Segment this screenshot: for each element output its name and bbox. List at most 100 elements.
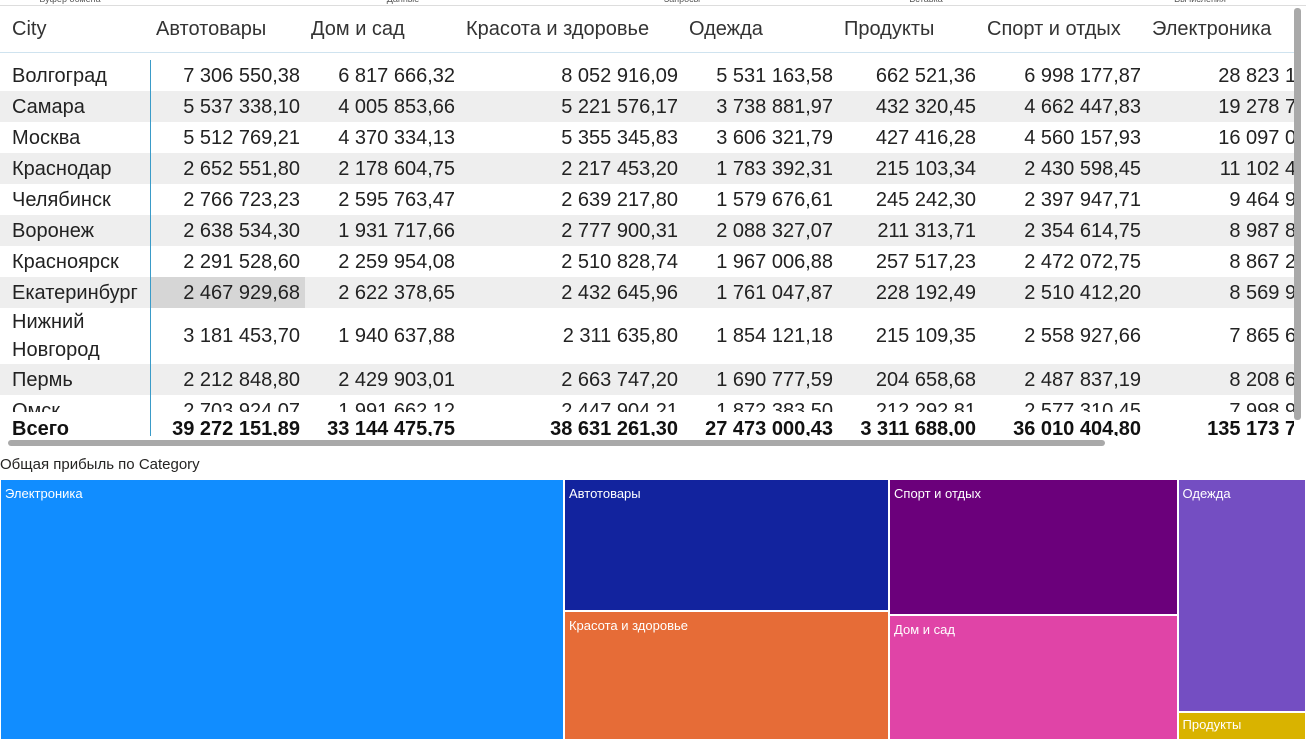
cell: 2 432 645,96 [460,277,683,308]
cell: 5 221 576,17 [460,91,683,122]
column-header[interactable]: Дом и сад [311,17,405,40]
cell: 1 967 006,88 [716,250,833,273]
row-header: Екатеринбург [0,277,150,308]
ribbon-group-label: Данные [387,0,420,4]
cell: 2 178 604,75 [305,153,460,184]
total-cell: 33 144 475,75 [327,417,455,437]
treemap-title: Общая прибыль по Category [0,456,200,473]
treemap-tile[interactable]: Продукты [1177,711,1306,740]
treemap-tile[interactable]: Спорт и отдых [889,479,1178,615]
ribbon-group-label: Вычисления [1174,0,1226,4]
total-cell: 38 631 261,30 [550,417,678,437]
cell: 16 097 068,0 [1218,126,1294,149]
cell: 1 783 392,31 [683,153,838,184]
column-header[interactable]: Спорт и отдых [987,17,1121,40]
cell: 9 464 941,7 [1229,188,1294,211]
ribbon-group-label: Вставка [909,0,942,4]
cell: 662 521,36 [875,64,976,87]
matrix-row: Волгоград 7 306 550,38 6 817 666,32 8 052 9… [0,60,1294,91]
tile-label: Красота и здоровье [568,617,688,633]
total-cell: 39 272 151,89 [149,412,305,436]
column-header[interactable]: Автотовары [156,17,267,40]
cell: 2 430 598,45 [981,153,1146,184]
treemap-tile[interactable]: Красота и здоровье [563,610,890,740]
total-cell: 3 311 688,00 [860,417,976,437]
tile-label: Спорт и отдых [894,486,981,501]
cell: 2 777 900,31 [460,215,683,246]
cell: 2 639 217,80 [561,188,678,211]
cell: 2 703 924,07 [149,395,305,412]
vertical-scrollbar[interactable] [1294,8,1301,420]
tile-label: Продукты [1182,716,1242,732]
cell: 2 577 310,45 [1024,399,1141,413]
matrix-row: Краснодар 2 652 551,80 2 178 604,75 2 217 4… [0,153,1294,184]
ribbon-group-label: Запросы [664,0,700,4]
total-cell: 36 010 404,80 [1013,417,1141,437]
column-header[interactable]: Электроника [1152,17,1272,40]
cell: 8 052 916,09 [561,64,678,87]
cell: 2 510 412,20 [981,277,1146,308]
cell: 2 766 723,23 [149,184,305,215]
cell: 2 397 947,71 [1024,188,1141,211]
cell: 2 311 635,80 [562,325,678,347]
column-header[interactable]: Одежда [689,17,763,40]
cell: 215 109,35 [875,325,976,347]
cell: 5 531 163,58 [716,64,833,87]
cell: 1 761 047,87 [683,277,838,308]
treemap: Электроника Автотовары Красота и здоровье С… [0,479,1306,740]
cell: 2 472 072,75 [1024,250,1141,273]
row-header: Омск [12,399,61,413]
cell: 204 658,68 [838,364,981,395]
horizontal-scrollbar[interactable] [8,440,1105,446]
row-header: Краснодар [0,153,150,184]
cell: 2 217 453,20 [460,153,683,184]
cell: 215 103,34 [838,153,981,184]
matrix-row: Челябинск 2 766 723,23 2 595 763,47 2 639 2… [0,184,1294,215]
cell: 4 662 447,83 [981,91,1146,122]
cell: 2 212 848,80 [149,364,305,395]
cell: 6 998 177,87 [1024,64,1141,87]
cell: 2 429 903,01 [305,364,460,395]
column-header[interactable]: City [12,17,47,40]
cell: 1 991 662,12 [338,399,455,413]
cell: 2 291 528,60 [149,246,305,277]
row-header: Москва [12,126,81,149]
tile-label: Электроника [5,486,83,501]
cell: 2 638 534,30 [149,215,305,246]
treemap-tile[interactable]: Электроника [0,479,564,740]
cell: 19 278 726,5 [1146,91,1294,122]
cell: 11 102 416,1 [1146,153,1294,184]
cell: 4 370 334,13 [338,126,455,149]
column-header[interactable]: Красота и здоровье [466,17,650,40]
cell: 8 867 234,6 [1229,250,1294,273]
total-cell: 27 473 000,43 [705,417,833,437]
cell: 2 663 747,20 [460,364,683,395]
cell: 432 320,45 [838,91,981,122]
treemap-tile[interactable]: Дом и сад [889,614,1178,740]
cell: 3 181 453,70 [149,308,305,364]
cell: 2 467 929,68 [149,277,305,308]
cell: 2 259 954,08 [338,250,455,273]
matrix-totals: Всего 39 272 151,89 33 144 475,75 38 631 26… [0,412,1294,436]
matrix: City Автотовары Дом и сад Красота и здоровь… [0,6,1294,436]
matrix-row: Москва 5 512 769,21 4 370 334,13 5 355 345,… [0,122,1294,153]
cell: 7 865 642,8 [1229,325,1294,347]
treemap-tile[interactable]: Одежда [1177,479,1306,712]
tile-label: Одежда [1182,486,1231,501]
cell: 257 517,23 [875,250,976,273]
cell: 2 652 551,80 [149,153,305,184]
column-header[interactable]: Продукты [844,17,935,40]
cell: 1 931 717,66 [305,215,460,246]
cell: 4 560 157,93 [1024,126,1141,149]
cell: 5 512 769,21 [149,122,305,153]
cell: 1 872 383,50 [716,399,833,413]
matrix-header: City Автотовары Дом и сад Красота и здоровь… [0,6,1294,53]
cell: 3 606 321,79 [716,126,833,149]
cell: 2 622 378,65 [305,277,460,308]
matrix-body: Волгоград 7 306 550,38 6 817 666,32 8 052 9… [0,60,1294,412]
row-header: Самара [0,91,150,122]
cell: 2 487 837,19 [981,364,1146,395]
treemap-tile[interactable]: Автотовары [563,479,890,611]
ribbon-group-label: Буфер обмена [39,0,100,4]
cell: 2 447 904,21 [561,399,678,413]
